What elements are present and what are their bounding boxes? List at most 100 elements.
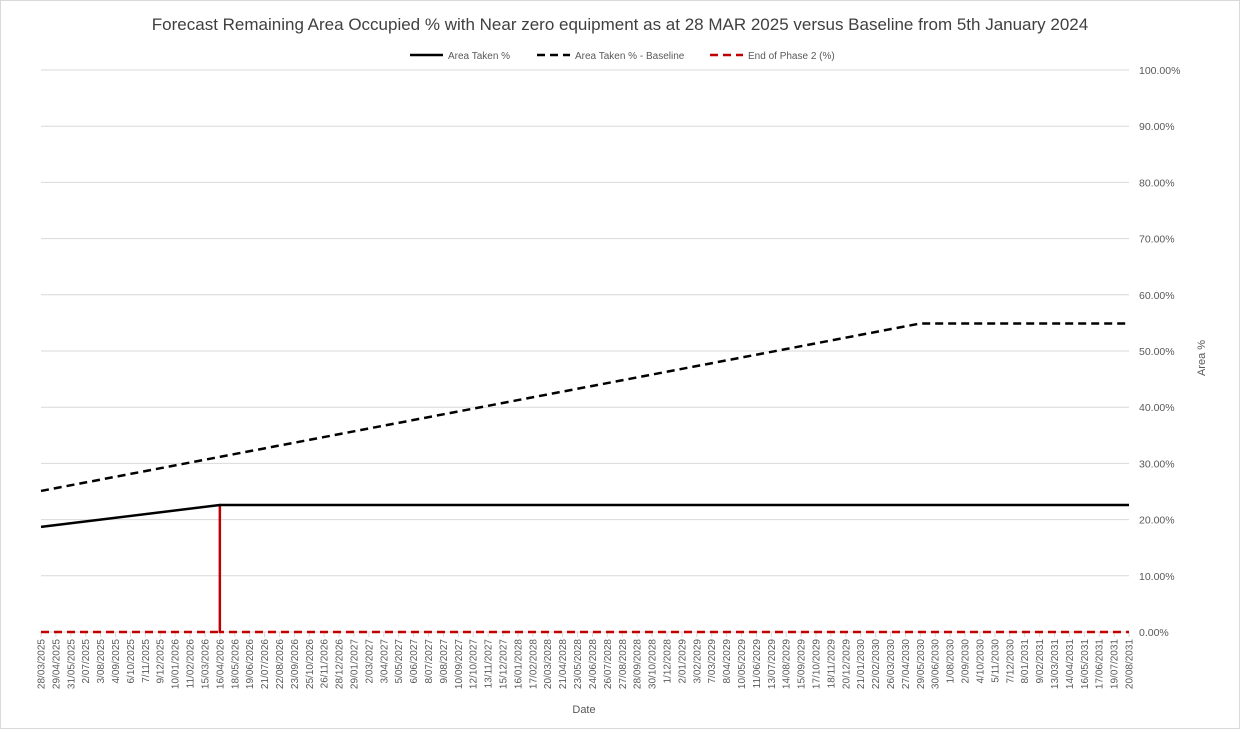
x-tick-label: 20/12/2029 [841,639,852,689]
x-tick-label: 18/11/2029 [826,639,837,689]
x-tick-label: 9/12/2025 [156,639,167,684]
x-tick-label: 15/12/2027 [499,639,510,689]
x-tick-label: 10/01/2026 [171,639,182,689]
x-tick-label: 24/06/2028 [588,639,599,689]
x-tick-label: 5/05/2027 [394,639,405,684]
x-tick-label: 13/03/2031 [1050,639,1061,689]
x-tick-label: 20/03/2028 [543,639,554,689]
x-tick-label: 16/04/2026 [215,639,226,689]
x-tick-label: 11/02/2026 [186,639,197,689]
x-tick-label: 30/10/2028 [648,639,659,689]
legend: Area Taken % Area Taken % - Baseline End o… [410,51,835,62]
x-tick-label: 27/08/2028 [618,639,629,689]
x-tick-label: 30/06/2030 [931,639,942,689]
x-tick-label: 9/08/2027 [439,639,450,684]
y-axis-ticks: 0.00% 10.00% 20.00% 30.00% 40.00% 50.00% 60.00… [1139,65,1180,639]
x-tick-label: 5/11/2030 [990,639,1001,683]
x-tick-label: 2/07/2025 [81,639,92,684]
x-tick-label: 2/01/2029 [677,639,688,684]
x-axis-label: Date [572,704,595,716]
x-tick-label: 14/08/2029 [782,639,793,689]
x-tick-label: 26/07/2028 [603,639,614,689]
x-tick-label: 27/04/2030 [901,639,912,689]
y-tick-label: 90.00% [1139,121,1175,133]
x-tick-label: 3/04/2027 [379,639,390,684]
x-tick-label: 10/05/2029 [737,639,748,689]
x-tick-label: 7/12/2030 [1005,639,1016,684]
x-tick-label: 19/07/2031 [1110,639,1121,689]
x-tick-label: 17/02/2028 [528,639,539,689]
x-tick-label: 23/09/2026 [290,639,301,689]
x-tick-label: 6/06/2027 [409,639,420,684]
x-tick-label: 17/06/2031 [1095,639,1106,689]
x-tick-label: 9/02/2031 [1035,639,1046,684]
x-tick-label: 4/10/2030 [975,639,986,684]
x-tick-label: 22/08/2026 [275,639,286,689]
y-tick-label: 0.00% [1139,627,1169,639]
x-tick-label: 31/05/2025 [66,639,77,689]
y-tick-label: 80.00% [1139,177,1175,189]
series-line-2 [40,322,1129,493]
x-tick-label: 22/02/2030 [871,639,882,689]
series-line-1 [40,503,1129,529]
x-tick-label: 25/10/2026 [305,639,316,689]
x-tick-label: 26/03/2030 [886,639,897,689]
x-tick-label: 7/11/2025 [141,639,152,683]
x-tick-label: 3/08/2025 [96,639,107,684]
x-tick-label: 2/09/2030 [961,639,972,684]
x-tick-label: 1/08/2030 [946,639,957,684]
x-tick-label: 8/01/2031 [1020,639,1031,684]
x-axis: 28/03/2025 29/04/2025 31/05/2025 2/07/2025 3… [37,631,1136,689]
series-lines [40,322,1129,634]
x-tick-label: 3/02/2029 [692,639,703,684]
y-tick-label: 20.00% [1139,515,1175,527]
x-tick-label: 11/06/2029 [752,639,763,689]
x-tick-label: 1/12/2028 [662,639,673,684]
legend-label: Area Taken % - Baseline [575,51,685,62]
x-tick-label: 18/05/2026 [230,639,241,689]
y-tick-label: 50.00% [1139,346,1175,358]
gridlines [41,69,1129,577]
x-tick-label: 14/04/2031 [1065,639,1076,689]
x-tick-label: 21/07/2026 [260,639,271,689]
x-tick-label: 12/10/2027 [469,639,480,689]
x-tick-label: 29/01/2027 [349,639,360,689]
x-tick-label: 8/07/2027 [424,639,435,684]
x-tick-label: 7/03/2029 [707,639,718,684]
x-tick-label: 15/09/2029 [797,639,808,689]
y-tick-label: 60.00% [1139,290,1175,302]
x-tick-label: 26/11/2026 [320,639,331,689]
x-tick-label: 2/03/2027 [364,639,375,684]
x-tick-label: 19/06/2026 [245,639,256,689]
legend-label: Area Taken % [448,51,510,62]
x-tick-label: 13/11/2027 [484,639,495,689]
x-tick-label: 6/10/2025 [126,639,137,684]
y-tick-label: 30.00% [1139,458,1175,470]
x-tick-label: 15/03/2026 [200,639,211,689]
x-tick-label: 23/05/2028 [573,639,584,689]
x-tick-label: 10/09/2027 [454,639,465,689]
x-tick-label: 29/04/2025 [51,639,62,689]
x-tick-label: 28/12/2026 [335,639,346,689]
x-tick-label: 21/04/2028 [558,639,569,689]
x-tick-label: 28/09/2028 [633,639,644,689]
y-tick-label: 70.00% [1139,234,1175,246]
x-tick-label: 17/10/2029 [812,639,823,689]
x-tick-label: 4/09/2025 [111,639,122,684]
series-line-3 [41,503,1129,634]
y-tick-label: 40.00% [1139,402,1175,414]
y-tick-label: 100.00% [1139,65,1180,77]
x-tick-label: 29/05/2030 [916,639,927,689]
x-tick-label: 8/04/2029 [722,639,733,684]
legend-label: End of Phase 2 (%) [748,51,835,62]
x-tick-label: 13/07/2029 [767,639,778,689]
x-tick-label: 16/05/2031 [1080,639,1091,689]
x-tick-label: 16/01/2028 [513,639,524,689]
y-tick-label: 10.00% [1139,571,1175,583]
x-tick-label: 20/08/2031 [1125,639,1136,689]
chart-title: Forecast Remaining Area Occupied % with … [152,15,1088,34]
y-axis-label: Area % [1196,340,1208,376]
x-tick-label: 28/03/2025 [37,639,48,689]
